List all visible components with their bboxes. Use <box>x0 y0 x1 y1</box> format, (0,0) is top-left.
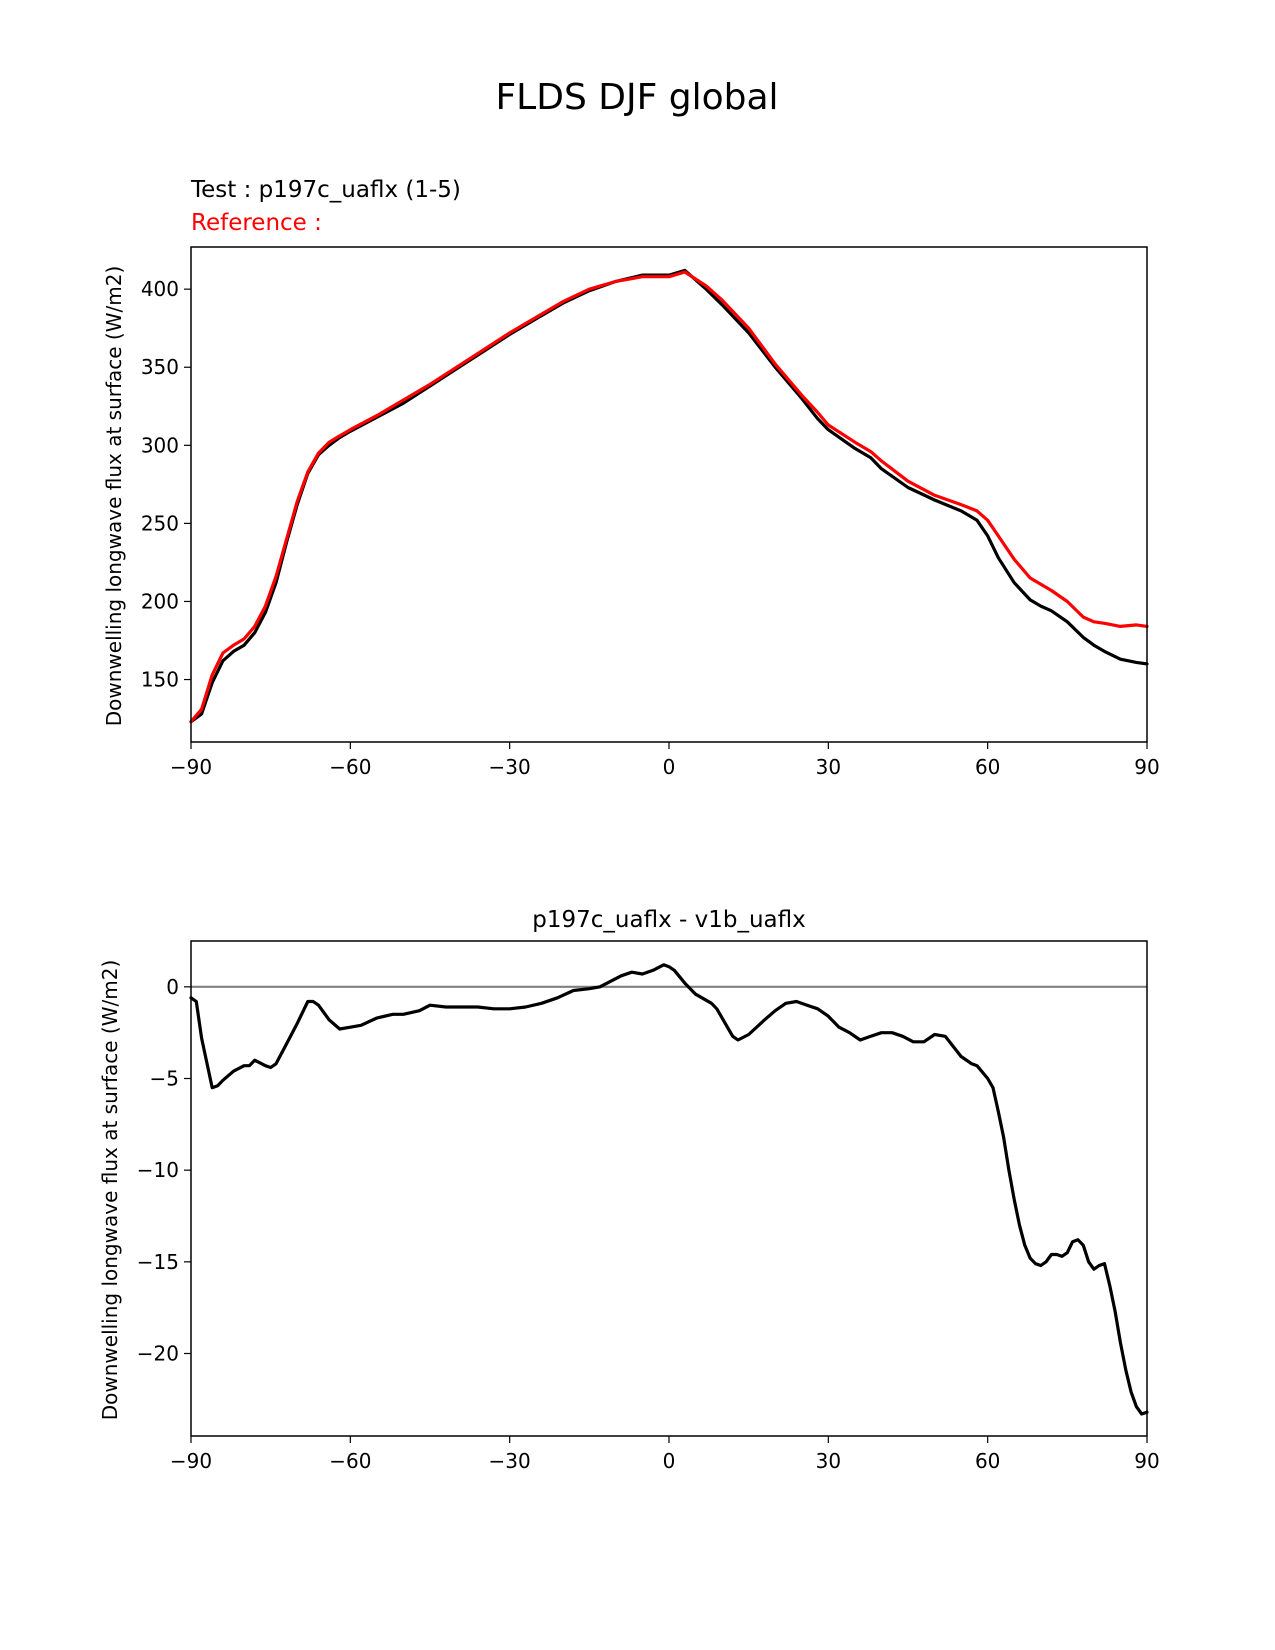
top-x-tick-label: 90 <box>1134 755 1159 779</box>
top-y-axis-label: Downwelling longwave flux at surface (W/… <box>102 266 126 727</box>
top-line-group <box>189 268 1149 724</box>
top-tick-group: −90 −60 −30 0 30 60 90 150 200 250 300 350 400 <box>141 277 1160 779</box>
top-x-tick-label: 30 <box>816 755 841 779</box>
bottom-line-group <box>189 963 1149 1416</box>
test-label: Test : p197c_uaflx (1-5) <box>190 177 461 203</box>
bottom-x-tick-label: −90 <box>170 1449 212 1473</box>
reference-label: Reference : <box>191 210 322 236</box>
bottom-x-tick-label: 90 <box>1134 1449 1159 1473</box>
bottom-axes-frame <box>190 940 1148 1437</box>
top-y-tick-label: 150 <box>141 668 179 692</box>
bottom-x-tick-label: 30 <box>816 1449 841 1473</box>
bottom-y-tick-label: −20 <box>137 1342 179 1366</box>
top-axes-frame <box>190 246 1148 743</box>
bottom-y-tick-label: 0 <box>166 975 179 999</box>
top-y-tick-label: 200 <box>141 589 179 613</box>
bottom-x-tick-label: 0 <box>663 1449 676 1473</box>
bottom-series-difference-line <box>189 963 1149 1416</box>
top-y-tick-label: 300 <box>141 433 179 457</box>
top-y-tick-label: 400 <box>141 277 179 301</box>
top-x-tick-label: −90 <box>170 755 212 779</box>
bottom-panel: p197c_uaflx - v1b_uaflx Downwelling long… <box>98 907 1160 1473</box>
bottom-x-tick-label: 60 <box>975 1449 1000 1473</box>
bottom-y-axis-label: Downwelling longwave flux at surface (W/… <box>98 960 122 1421</box>
bottom-chart-title: p197c_uaflx - v1b_uaflx <box>532 907 805 933</box>
bottom-x-tick-label: −30 <box>489 1449 531 1473</box>
bottom-y-tick-label: −5 <box>150 1067 179 1091</box>
figure-title: FLDS DJF global <box>495 77 778 118</box>
bottom-x-tick-label: −60 <box>329 1449 371 1473</box>
top-panel: Test : p197c_uaflx (1-5) Reference : Dow… <box>102 177 1160 779</box>
top-x-tick-label: 0 <box>663 755 676 779</box>
top-y-tick-label: 250 <box>141 511 179 535</box>
top-x-tick-label: −60 <box>329 755 371 779</box>
bottom-tick-group: −90 −60 −30 0 30 60 90 −20 −15 −10 −5 0 <box>137 975 1160 1473</box>
bottom-y-tick-label: −10 <box>137 1158 179 1182</box>
top-x-tick-label: 60 <box>975 755 1000 779</box>
top-series-reference-line <box>189 270 1149 724</box>
top-x-tick-label: −30 <box>489 755 531 779</box>
top-y-tick-label: 350 <box>141 355 179 379</box>
bottom-y-tick-label: −15 <box>137 1250 179 1274</box>
